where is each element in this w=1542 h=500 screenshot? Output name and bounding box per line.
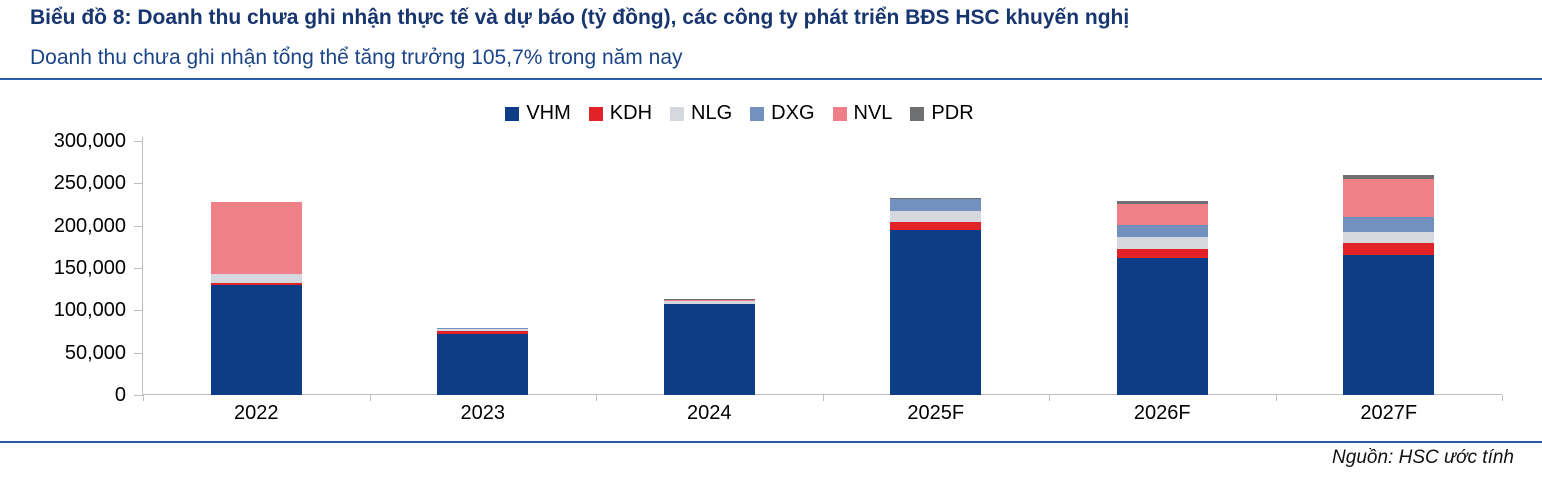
plot-area <box>142 137 1502 396</box>
y-axis-label: 50,000 <box>64 341 126 364</box>
chart-legend: VHM KDH NLG DXG NVL PDR <box>60 102 1419 125</box>
bar-segment-dxg-2025f <box>890 198 982 212</box>
page-title: Biểu đồ 8: Doanh thu chưa ghi nhận thực … <box>30 6 1130 29</box>
legend-label: DXG <box>771 102 815 124</box>
y-axis-tick <box>134 225 142 227</box>
chart-subtitle: Doanh thu chưa ghi nhận tổng thể tăng tr… <box>30 46 683 69</box>
y-axis-tick <box>134 310 142 312</box>
bar-segment-nvl-2022 <box>210 202 302 274</box>
y-axis-line <box>142 137 143 396</box>
bar-segment-kdh-2022 <box>210 282 302 285</box>
y-axis-label: 100,000 <box>53 299 126 322</box>
x-axis-label-2027f: 2027F <box>1360 402 1418 424</box>
bar-segment-dxg-2027f <box>1343 217 1435 232</box>
y-axis-tick <box>134 352 142 354</box>
bar-segment-vhm-2025f <box>890 229 982 395</box>
y-axis-label: 250,000 <box>53 172 126 195</box>
x-axis-label-2022: 2022 <box>234 402 279 424</box>
x-axis-label-2025f: 2025F <box>907 402 965 424</box>
bar-2026f <box>1116 141 1208 395</box>
legend-item-vhm: VHM <box>505 102 571 125</box>
y-axis-label: 200,000 <box>53 214 126 237</box>
bar-segment-vhm-2026f <box>1116 257 1208 395</box>
bar-segment-vhm-2024 <box>663 304 755 395</box>
bar-2025f <box>890 141 982 395</box>
y-axis-label: 150,000 <box>53 257 126 279</box>
bar-2027f <box>1343 141 1435 395</box>
bar-segment-nvl-2024 <box>663 299 755 302</box>
bar-segment-kdh-2024 <box>663 303 755 305</box>
legend-swatch-nvl <box>832 106 847 121</box>
bar-2023 <box>437 141 529 395</box>
bar-segment-kdh-2027f <box>1343 243 1435 256</box>
bar-segment-dxg-2026f <box>1116 224 1208 237</box>
bar-segment-kdh-2026f <box>1116 248 1208 258</box>
legend-item-kdh: KDH <box>588 102 653 125</box>
bar-segment-nlg-2024 <box>663 301 755 304</box>
y-axis-tick <box>134 395 142 396</box>
x-axis-tick <box>143 395 144 401</box>
x-axis-tick <box>1275 395 1277 401</box>
bar-segment-pdr-2024 <box>663 298 755 300</box>
bar-segment-nvl-2026f <box>1116 203 1208 225</box>
legend-swatch-nlg <box>670 106 685 121</box>
bar-segment-nlg-2027f <box>1343 231 1435 244</box>
legend-label: NVL <box>853 102 893 124</box>
x-axis-tick <box>1502 395 1503 401</box>
y-axis-tick <box>134 183 142 185</box>
x-axis-tick <box>1049 395 1050 401</box>
bar-segment-nlg-2026f <box>1116 236 1208 249</box>
bar-segment-nlg-2025f <box>890 211 982 223</box>
bar-segment-dxg-2023 <box>437 328 529 330</box>
legend-swatch-vhm <box>505 106 520 121</box>
bar-segment-nlg-2023 <box>437 329 529 331</box>
legend-item-pdr: PDR <box>910 102 974 125</box>
source-note: Nguồn: HSC ước tính <box>1332 447 1514 468</box>
bar-segment-nlg-2022 <box>210 273 302 283</box>
legend-label: PDR <box>931 102 974 124</box>
bar-segment-vhm-2023 <box>437 334 529 395</box>
legend-swatch-dxg <box>750 106 765 121</box>
x-axis-tick <box>822 395 824 401</box>
x-axis-line <box>142 394 1502 395</box>
bar-segment-kdh-2023 <box>437 330 529 335</box>
y-axis-label: 0 <box>114 384 126 406</box>
bar-segment-pdr-2027f <box>1343 174 1435 180</box>
legend-label: VHM <box>526 102 571 124</box>
legend-item-nvl: NVL <box>832 102 893 125</box>
x-axis-label-2023: 2023 <box>460 402 506 424</box>
bar-segment-kdh-2025f <box>890 222 982 230</box>
legend-swatch-pdr <box>910 106 925 121</box>
legend-label: KDH <box>609 102 653 124</box>
footer-divider <box>0 441 1542 443</box>
x-axis-tick <box>369 395 371 401</box>
bar-segment-pdr-2026f <box>1116 201 1208 204</box>
legend-item-nlg: NLG <box>670 102 732 125</box>
header-divider <box>0 78 1542 80</box>
bar-segment-vhm-2022 <box>210 284 302 395</box>
bar-2024 <box>663 141 755 395</box>
bar-segment-pdr-2025f <box>890 197 982 199</box>
y-axis-tick <box>134 268 142 269</box>
y-axis-label: 300,000 <box>53 130 126 152</box>
legend-item-dxg: DXG <box>750 102 815 125</box>
bar-segment-vhm-2027f <box>1343 255 1435 395</box>
legend-label: NLG <box>691 102 733 124</box>
bar-segment-nvl-2027f <box>1343 179 1435 218</box>
legend-swatch-kdh <box>588 106 603 121</box>
x-axis-label-2024: 2024 <box>687 402 732 424</box>
bar-2022 <box>210 141 302 395</box>
x-axis-label-2026f: 2026F <box>1133 402 1191 424</box>
x-axis-tick <box>596 395 597 401</box>
y-axis-tick <box>134 141 142 142</box>
